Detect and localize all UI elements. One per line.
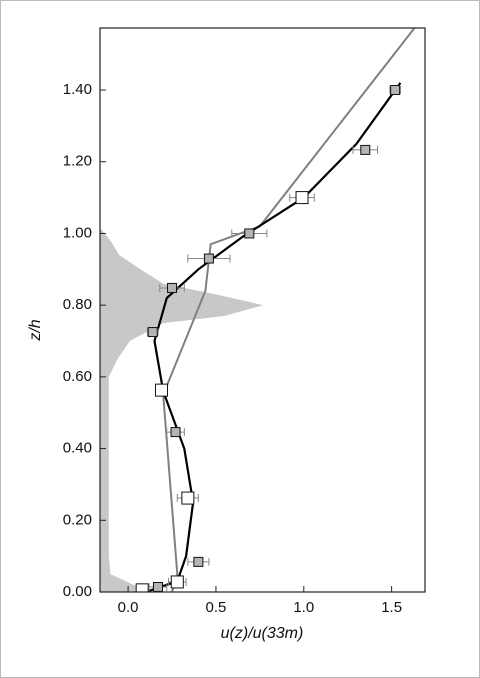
y-tick-label: 0.20 xyxy=(63,511,92,528)
marker xyxy=(135,583,149,592)
y-tick-label: 1.00 xyxy=(63,224,92,241)
marker xyxy=(244,228,255,239)
marker xyxy=(390,85,401,96)
axes-box xyxy=(99,27,426,593)
y-tick-label: 0.40 xyxy=(63,440,92,457)
y-tick-label: 1.20 xyxy=(63,153,92,170)
marker xyxy=(181,491,195,505)
x-tick-label: 0.5 xyxy=(206,599,227,616)
y-tick-label: 1.40 xyxy=(63,81,92,98)
y-tick-label: 0.00 xyxy=(63,583,92,600)
plot-area xyxy=(100,28,416,592)
canopy-profile xyxy=(100,228,264,592)
marker xyxy=(360,144,371,155)
x-tick-label: 0.0 xyxy=(118,599,139,616)
marker xyxy=(170,427,181,438)
marker xyxy=(154,383,168,397)
marker xyxy=(295,191,309,205)
y-tick-label: 0.60 xyxy=(63,368,92,385)
y-axis-title: z/h xyxy=(27,319,44,341)
marker xyxy=(167,282,178,293)
marker xyxy=(193,556,204,567)
marker xyxy=(152,581,163,592)
marker xyxy=(147,327,158,338)
marker xyxy=(203,253,214,264)
y-tick-label: 0.80 xyxy=(63,296,92,313)
x-axis-title: u(z)/u(33m) xyxy=(221,625,304,642)
x-tick-label: 1.5 xyxy=(381,599,402,616)
x-tick-label: 1.0 xyxy=(293,599,314,616)
marker xyxy=(170,575,184,589)
